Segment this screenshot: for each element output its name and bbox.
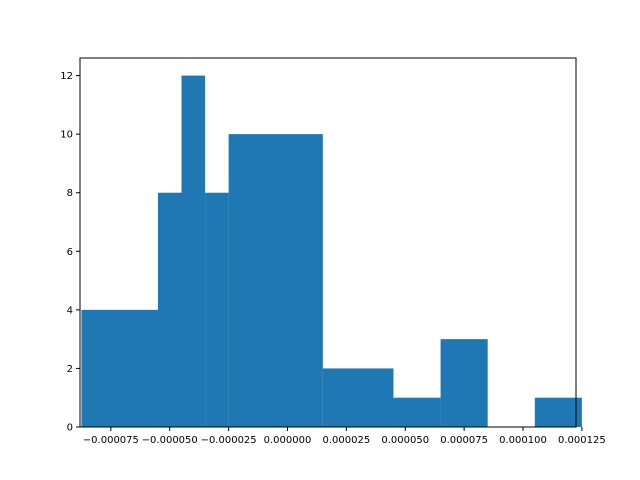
histogram-bar-1 [157, 192, 182, 427]
y-tick-label-4: 8 [67, 188, 73, 199]
axes-frame [79, 57, 577, 428]
x-tick-label-2: −0.000025 [201, 435, 257, 446]
x-tick-label-8: 0.000125 [558, 435, 606, 446]
histogram-bar-6 [393, 397, 441, 427]
x-tick-label-3: 0.000000 [264, 435, 312, 446]
y-axis-ticks: 0 2 4 6 8 10 12 [60, 71, 80, 434]
histogram-bar-0 [81, 309, 158, 427]
bars-group [81, 75, 582, 428]
histogram-bar-3 [205, 192, 229, 427]
x-tick-label-1: −0.000050 [142, 435, 198, 446]
y-tick-label-0: 0 [67, 423, 73, 434]
histogram-bar-4 [228, 134, 323, 427]
y-tick-label-3: 6 [67, 247, 73, 258]
x-tick-label-6: 0.000075 [440, 435, 488, 446]
histogram-bar-7 [440, 339, 488, 427]
y-tick-label-6: 12 [60, 71, 73, 82]
histogram-bar-5 [322, 368, 394, 427]
y-tick-label-1: 2 [67, 364, 73, 375]
x-tick-label-7: 0.000100 [499, 435, 547, 446]
x-tick-label-0: −0.000075 [83, 435, 139, 446]
histogram-bar-9 [534, 397, 582, 427]
y-tick-label-5: 10 [60, 130, 73, 141]
histogram-bar-2 [181, 75, 206, 428]
x-axis-ticks: −0.000075 −0.000050 −0.000025 0.000000 0.000… [83, 427, 606, 446]
x-tick-label-5: 0.000050 [381, 435, 429, 446]
y-tick-label-2: 4 [67, 305, 73, 316]
x-tick-label-4: 0.000025 [323, 435, 371, 446]
